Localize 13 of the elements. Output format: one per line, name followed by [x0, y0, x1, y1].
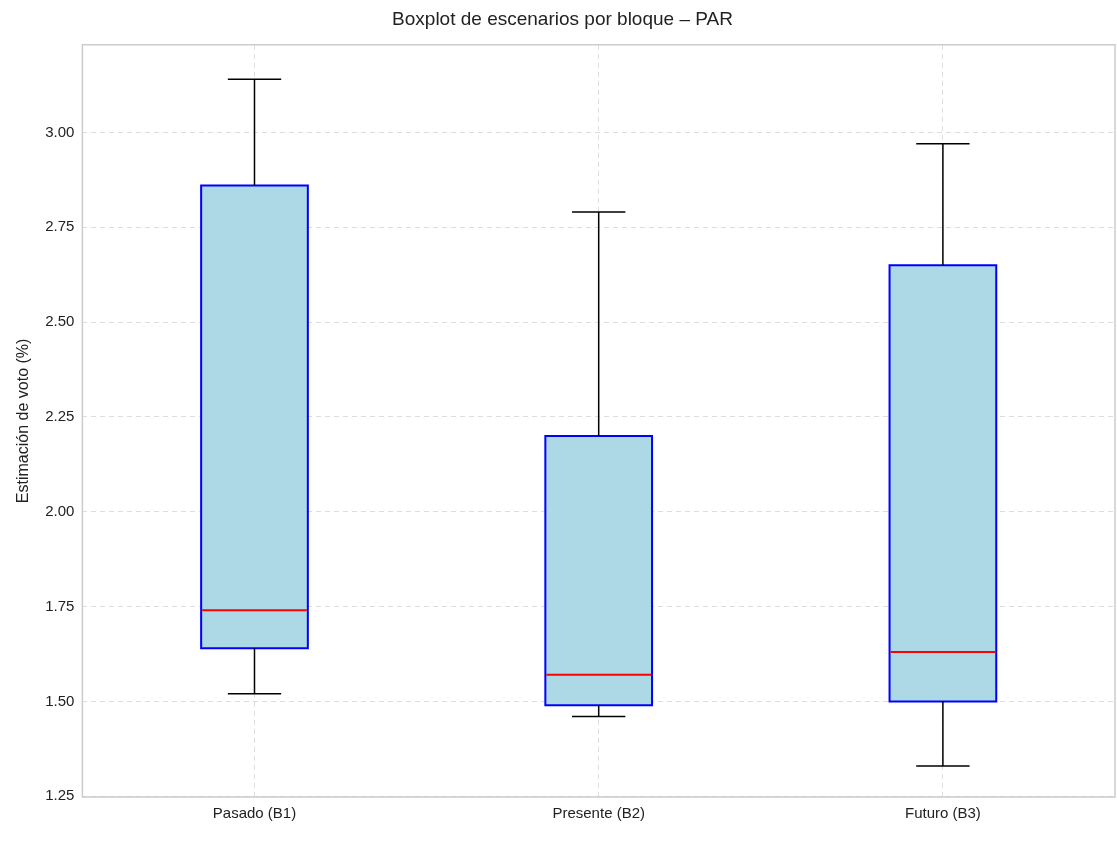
y-tick-label: 1.75 [45, 596, 75, 614]
y-tick-label: 2.50 [45, 312, 75, 330]
y-tick-label: 2.00 [45, 501, 75, 519]
y-tick-label: 1.50 [45, 691, 75, 709]
y-tick-label: 2.75 [45, 217, 75, 235]
x-tick-label: Futuro (B3) [904, 804, 981, 822]
chart-title: Boxplot de escenarios por bloque – PAR [392, 7, 733, 29]
y-tick-label: 2.25 [45, 407, 75, 425]
x-tick-label: Pasado (B1) [212, 804, 297, 822]
y-tick-label: 3.00 [45, 122, 75, 140]
y-tick-label: 1.25 [45, 786, 75, 804]
y-axis-title: Estimación de voto (%) [14, 338, 32, 504]
x-tick-label: Presente (B2) [552, 804, 645, 822]
